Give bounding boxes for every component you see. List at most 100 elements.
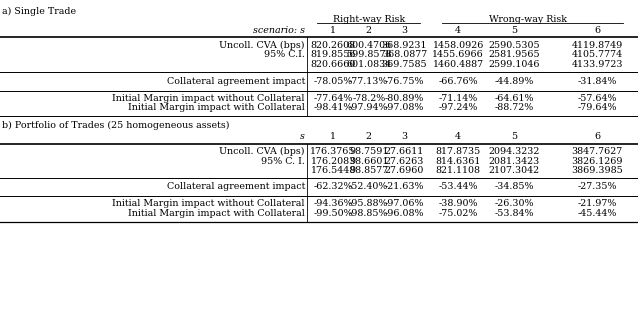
Text: 1455.6966: 1455.6966 <box>432 50 484 59</box>
Text: -26.30%: -26.30% <box>494 199 534 208</box>
Text: 1: 1 <box>330 132 336 141</box>
Text: a) Single Trade: a) Single Trade <box>2 7 76 16</box>
Text: Uncoll. CVA (bps): Uncoll. CVA (bps) <box>219 147 305 156</box>
Text: Collateral agreement impact: Collateral agreement impact <box>167 182 305 191</box>
Text: -21.97%: -21.97% <box>577 199 617 208</box>
Text: -77.13%: -77.13% <box>349 77 389 85</box>
Text: -27.35%: -27.35% <box>577 182 617 191</box>
Text: 599.8578: 599.8578 <box>346 50 392 59</box>
Text: -52.40%: -52.40% <box>349 182 389 191</box>
Text: -31.84%: -31.84% <box>577 77 617 85</box>
Text: 2590.5305: 2590.5305 <box>489 41 540 50</box>
Text: 5: 5 <box>511 132 517 141</box>
Text: 601.0834: 601.0834 <box>346 60 391 69</box>
Text: -21.63%: -21.63% <box>385 182 424 191</box>
Text: Uncoll. CVA (bps): Uncoll. CVA (bps) <box>219 41 305 50</box>
Text: 821.1108: 821.1108 <box>436 166 480 175</box>
Text: -97.08%: -97.08% <box>385 103 424 112</box>
Text: -75.02%: -75.02% <box>438 209 478 218</box>
Text: -66.76%: -66.76% <box>438 77 478 85</box>
Text: -64.61%: -64.61% <box>494 94 534 103</box>
Text: 4: 4 <box>455 26 461 35</box>
Text: 4105.7774: 4105.7774 <box>572 50 623 59</box>
Text: -88.72%: -88.72% <box>494 103 534 112</box>
Text: -97.06%: -97.06% <box>385 199 424 208</box>
Text: -98.85%: -98.85% <box>349 209 389 218</box>
Text: 176.5448: 176.5448 <box>311 166 355 175</box>
Text: 817.8735: 817.8735 <box>436 147 480 156</box>
Text: 819.8556: 819.8556 <box>310 50 356 59</box>
Text: 2599.1046: 2599.1046 <box>489 60 540 69</box>
Text: -99.50%: -99.50% <box>313 209 353 218</box>
Text: s: s <box>300 132 305 141</box>
Text: 1458.0926: 1458.0926 <box>433 41 484 50</box>
Text: -76.75%: -76.75% <box>385 77 424 85</box>
Text: 600.4706: 600.4706 <box>346 41 391 50</box>
Text: Initial Margin impact without Collateral: Initial Margin impact without Collateral <box>112 199 305 208</box>
Text: -53.44%: -53.44% <box>438 182 478 191</box>
Text: 3847.7627: 3847.7627 <box>572 147 623 156</box>
Text: -38.90%: -38.90% <box>438 199 478 208</box>
Text: 6: 6 <box>594 26 600 35</box>
Text: 2: 2 <box>366 132 372 141</box>
Text: 3869.3985: 3869.3985 <box>571 166 623 175</box>
Text: 3826.1269: 3826.1269 <box>572 157 623 166</box>
Text: 95% C. I.: 95% C. I. <box>261 157 305 166</box>
Text: 27.6263: 27.6263 <box>385 157 424 166</box>
Text: 2094.3232: 2094.3232 <box>489 147 540 156</box>
Text: 6: 6 <box>594 132 600 141</box>
Text: -80.89%: -80.89% <box>385 94 424 103</box>
Text: 1: 1 <box>330 26 336 35</box>
Text: 98.8577: 98.8577 <box>349 166 389 175</box>
Text: scenario: s: scenario: s <box>253 26 305 35</box>
Text: 2: 2 <box>366 26 372 35</box>
Text: Initial Margin impact with Collateral: Initial Margin impact with Collateral <box>128 103 305 112</box>
Text: -97.24%: -97.24% <box>438 103 478 112</box>
Text: -98.41%: -98.41% <box>313 103 353 112</box>
Text: 2081.3423: 2081.3423 <box>489 157 540 166</box>
Text: -77.64%: -77.64% <box>313 94 353 103</box>
Text: 176.2083: 176.2083 <box>311 157 355 166</box>
Text: Initial Margin impact without Collateral: Initial Margin impact without Collateral <box>112 94 305 103</box>
Text: 98.6601: 98.6601 <box>349 157 389 166</box>
Text: 4119.8749: 4119.8749 <box>572 41 623 50</box>
Text: -53.84%: -53.84% <box>494 209 534 218</box>
Text: Right-way Risk: Right-way Risk <box>332 15 405 24</box>
Text: -97.94%: -97.94% <box>349 103 389 112</box>
Text: -96.08%: -96.08% <box>385 209 424 218</box>
Text: 820.6660: 820.6660 <box>310 60 356 69</box>
Text: 2581.9565: 2581.9565 <box>489 50 540 59</box>
Text: -34.85%: -34.85% <box>494 182 534 191</box>
Text: 4133.9723: 4133.9723 <box>572 60 623 69</box>
Text: 3: 3 <box>401 132 408 141</box>
Text: Initial Margin impact with Collateral: Initial Margin impact with Collateral <box>128 209 305 218</box>
Text: 4: 4 <box>455 132 461 141</box>
Text: -95.88%: -95.88% <box>349 199 389 208</box>
Text: -78.2%: -78.2% <box>352 94 385 103</box>
Text: -94.36%: -94.36% <box>313 199 353 208</box>
Text: b) Portfolio of Trades (25 homogeneous assets): b) Portfolio of Trades (25 homogeneous a… <box>2 121 230 130</box>
Text: 369.7585: 369.7585 <box>382 60 427 69</box>
Text: -62.32%: -62.32% <box>313 182 353 191</box>
Text: 176.3765: 176.3765 <box>310 147 356 156</box>
Text: 27.6611: 27.6611 <box>385 147 424 156</box>
Text: 2107.3042: 2107.3042 <box>489 166 540 175</box>
Text: Collateral agreement impact: Collateral agreement impact <box>167 77 305 85</box>
Text: Wrong-way Risk: Wrong-way Risk <box>489 15 567 24</box>
Text: -44.89%: -44.89% <box>494 77 534 85</box>
Text: 1460.4887: 1460.4887 <box>433 60 484 69</box>
Text: 3: 3 <box>401 26 408 35</box>
Text: 5: 5 <box>511 26 517 35</box>
Text: 27.6960: 27.6960 <box>385 166 424 175</box>
Text: 814.6361: 814.6361 <box>435 157 481 166</box>
Text: 368.0877: 368.0877 <box>382 50 427 59</box>
Text: -71.14%: -71.14% <box>438 94 478 103</box>
Text: -78.05%: -78.05% <box>313 77 353 85</box>
Text: 820.2608: 820.2608 <box>311 41 355 50</box>
Text: 98.7591: 98.7591 <box>349 147 389 156</box>
Text: -45.44%: -45.44% <box>577 209 617 218</box>
Text: -57.64%: -57.64% <box>577 94 617 103</box>
Text: 368.9231: 368.9231 <box>382 41 427 50</box>
Text: 95% C.I.: 95% C.I. <box>264 50 305 59</box>
Text: -79.64%: -79.64% <box>577 103 617 112</box>
